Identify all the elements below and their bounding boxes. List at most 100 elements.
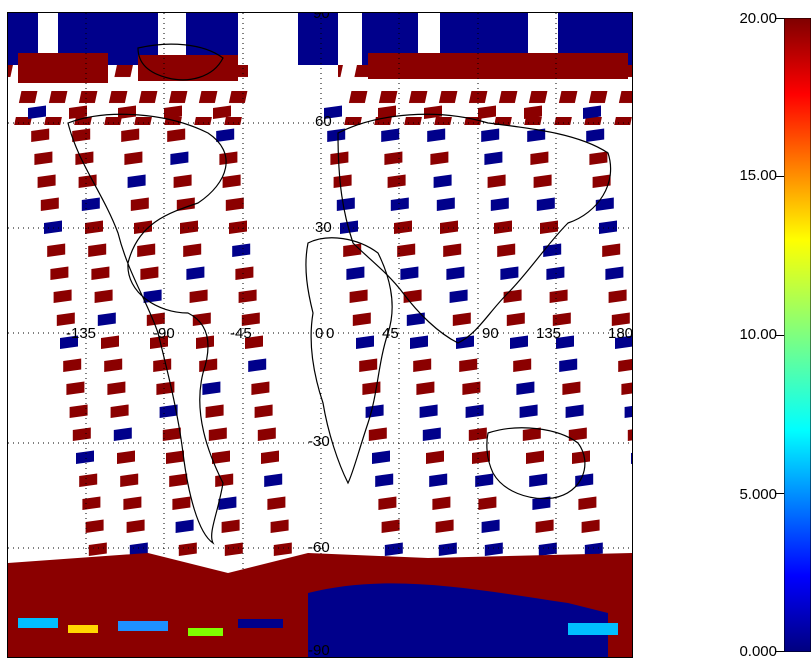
swath-segment	[63, 358, 82, 372]
swath-segment	[538, 542, 557, 556]
swath-segment	[127, 174, 146, 189]
swath-segment	[121, 128, 140, 142]
polar-band-south	[8, 583, 618, 657]
swath-segment	[510, 335, 528, 349]
swath-segment	[40, 197, 59, 211]
swath-segment	[372, 450, 390, 464]
swath-segment	[97, 312, 116, 326]
swath-segment	[216, 128, 235, 142]
map-panel: 90 60 30 0 -30 -60 -90 -135 -90 -45 0 45…	[7, 12, 633, 658]
swath-segment	[78, 174, 97, 188]
coastlines	[67, 43, 612, 545]
swath-segment	[156, 381, 175, 395]
swath-segment	[113, 427, 132, 441]
swath-segment	[583, 105, 601, 119]
swath-segment	[365, 404, 384, 418]
swath-segment	[170, 151, 189, 165]
swath-segment	[79, 473, 98, 487]
swath-segment	[235, 266, 254, 280]
label-lon-135: 135	[536, 325, 562, 342]
swath-segment	[621, 381, 632, 395]
swath-segment	[578, 496, 597, 510]
swath-segment	[69, 105, 87, 119]
swath-segment	[336, 197, 355, 211]
swath-segment	[362, 381, 381, 395]
label-lon-0: 0	[326, 325, 335, 342]
swath-segment	[352, 312, 371, 326]
swath-segment	[192, 312, 211, 326]
swath-columns	[28, 105, 632, 557]
swath-segment	[176, 197, 195, 211]
swath-segment	[565, 404, 584, 418]
label-lon-neg135: -135	[66, 325, 97, 342]
swath-segment	[608, 289, 627, 303]
swath-segment	[162, 427, 181, 441]
colorbar-tick-mark-20	[775, 18, 784, 19]
swath-segment	[349, 289, 368, 303]
swath-segment	[53, 289, 72, 303]
swath-segment	[500, 266, 519, 280]
swath-segment	[384, 151, 403, 165]
swath-segment	[94, 289, 113, 303]
swath-segment	[238, 289, 257, 303]
swath-segment	[88, 243, 107, 257]
swath-segment	[189, 289, 208, 303]
colorbar-tick-mark-5	[775, 493, 784, 494]
swath-segment	[546, 266, 565, 280]
swath-segment	[490, 197, 509, 211]
label-lat-neg60: -60	[308, 539, 330, 556]
swath-segment	[343, 243, 362, 257]
swath-segment	[85, 519, 104, 533]
swath-segment	[556, 335, 574, 349]
swath-segment	[72, 427, 91, 441]
swath-segment	[66, 381, 85, 395]
swath-segment	[222, 174, 241, 188]
swath-segment	[526, 450, 544, 464]
swath-segment	[104, 358, 123, 373]
swath-segment	[34, 151, 53, 165]
swath-segment	[435, 519, 454, 533]
swath-segment	[605, 266, 624, 280]
map-plot	[8, 13, 632, 657]
swath-segment	[581, 519, 600, 533]
label-lat-0: 0	[315, 325, 324, 342]
swath-segment	[169, 473, 188, 487]
swath-segment	[368, 427, 387, 441]
swath-segment	[218, 496, 237, 510]
swath-segment	[595, 197, 614, 211]
swath-segment	[82, 496, 101, 510]
swath-segment	[129, 542, 148, 556]
swath-segment	[180, 220, 198, 235]
swath-segment	[37, 174, 56, 188]
swath-segment	[340, 220, 358, 234]
swath-segment	[599, 220, 617, 234]
swath-segment	[602, 243, 621, 257]
swath-segment	[378, 496, 397, 510]
swath-segment	[140, 266, 159, 280]
swath-segment	[123, 496, 142, 511]
swath-segment	[126, 519, 145, 533]
swath-segment	[381, 519, 400, 534]
swath-segment	[440, 220, 458, 234]
swath-segment	[202, 381, 221, 395]
swath-segment	[384, 542, 403, 556]
swath-segment	[91, 266, 110, 280]
swath-segment	[535, 519, 554, 533]
swath-segment	[359, 358, 378, 372]
swath-segment	[416, 381, 435, 395]
swath-segment	[81, 197, 100, 211]
swath-segment	[615, 335, 632, 349]
swath-segment	[72, 128, 91, 142]
swath-segment	[375, 473, 394, 487]
swath-segment	[224, 542, 243, 556]
swath-segment	[516, 381, 535, 395]
label-bottom-lat: -90	[308, 642, 330, 658]
swath-segment	[175, 519, 194, 533]
swath-segment	[543, 243, 562, 257]
swath-segment	[107, 381, 126, 395]
swath-segment	[241, 312, 260, 326]
swath-segment	[524, 105, 542, 119]
swath-segment	[432, 496, 451, 510]
swath-segment	[346, 266, 365, 280]
swath-segment	[270, 519, 289, 533]
